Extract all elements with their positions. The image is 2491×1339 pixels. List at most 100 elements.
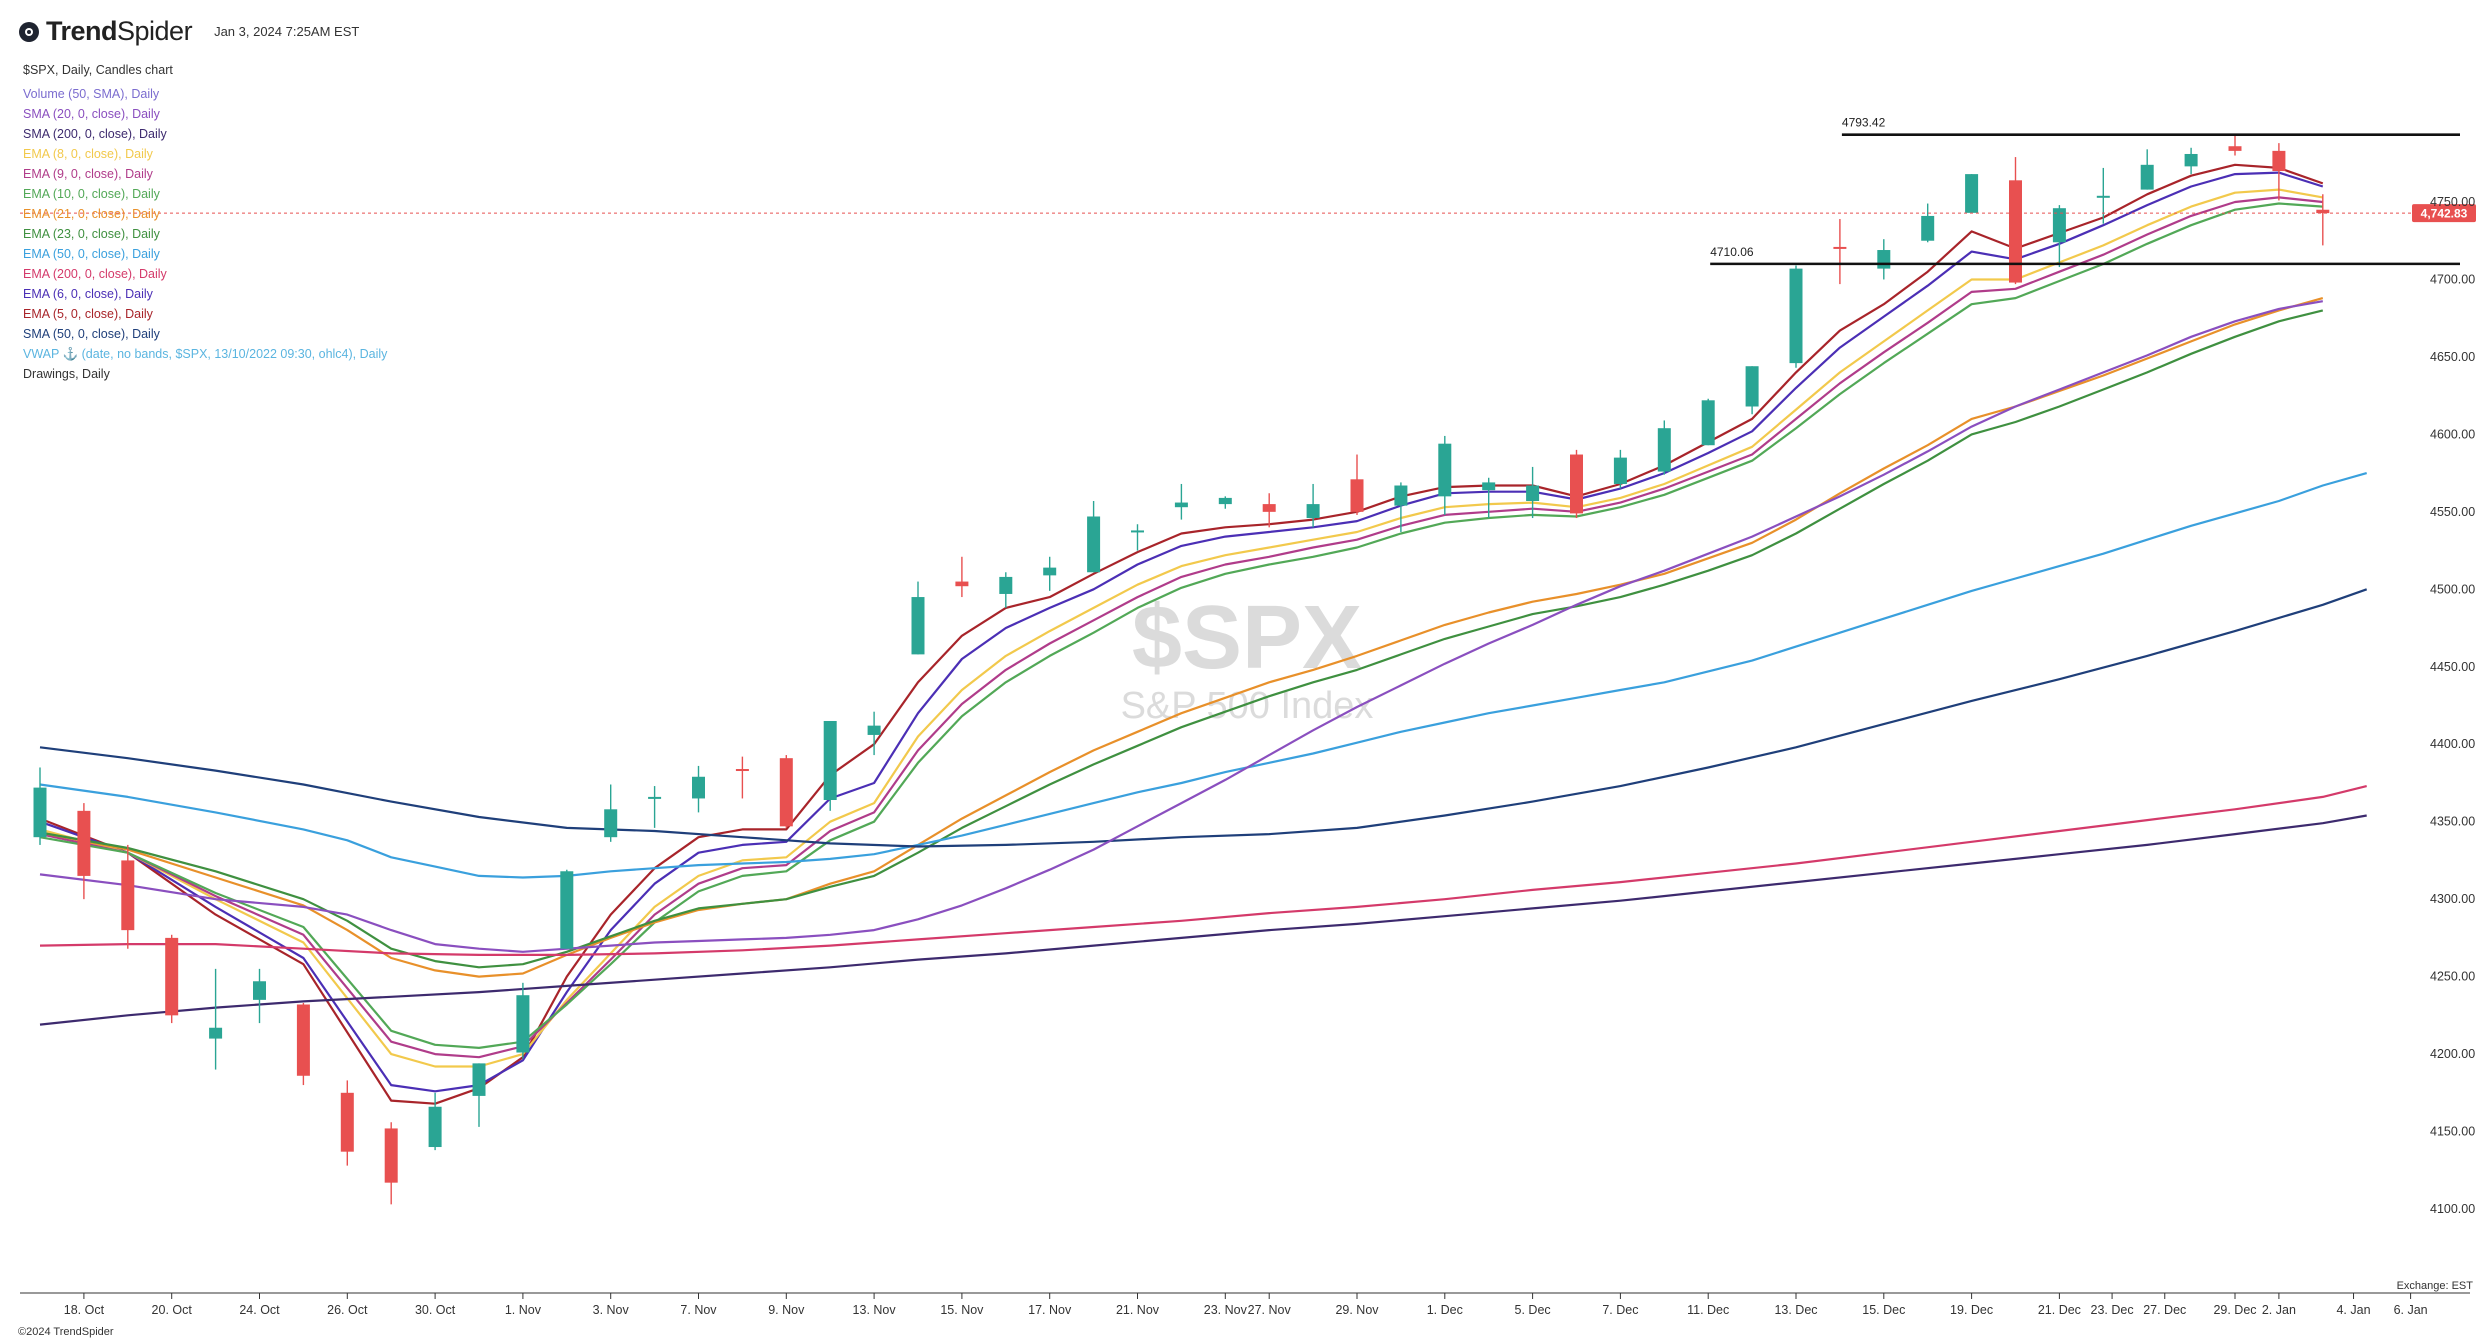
candle-body[interactable] bbox=[2184, 153, 2198, 167]
candle-body[interactable] bbox=[1131, 530, 1144, 533]
candle-body[interactable] bbox=[692, 776, 705, 799]
candle-body[interactable] bbox=[1745, 366, 1759, 407]
y-tick-label: 4600.00 bbox=[2430, 427, 2475, 441]
x-tick-label: 9. Nov bbox=[768, 1303, 805, 1317]
candle-body[interactable] bbox=[2272, 150, 2286, 172]
x-tick-label: 21. Dec bbox=[2038, 1303, 2081, 1317]
candle-body[interactable] bbox=[823, 720, 837, 801]
legend-item[interactable]: EMA (10, 0, close), Daily bbox=[23, 187, 160, 201]
candle-body[interactable] bbox=[955, 581, 969, 587]
x-tick-label: 18. Oct bbox=[64, 1303, 105, 1317]
candle-body[interactable] bbox=[428, 1106, 442, 1148]
candle-body[interactable] bbox=[1570, 454, 1583, 514]
x-tick-label: 5. Dec bbox=[1515, 1303, 1551, 1317]
series-line bbox=[39, 814, 2367, 1026]
y-tick-label: 4150.00 bbox=[2430, 1125, 2475, 1139]
candle-body[interactable] bbox=[165, 937, 179, 1016]
candle-body[interactable] bbox=[604, 809, 618, 838]
legend-item[interactable]: EMA (50, 0, close), Daily bbox=[23, 247, 160, 261]
candle-body[interactable] bbox=[2052, 208, 2066, 243]
candle-body[interactable] bbox=[560, 871, 574, 949]
candle-body[interactable] bbox=[1921, 215, 1935, 241]
candle-body[interactable] bbox=[516, 995, 530, 1053]
candle-body[interactable] bbox=[340, 1092, 354, 1152]
x-tick-label: 1. Dec bbox=[1427, 1303, 1463, 1317]
candle-body[interactable] bbox=[1350, 479, 1364, 512]
legend-item[interactable]: EMA (23, 0, close), Daily bbox=[23, 227, 160, 241]
legend-item[interactable]: EMA (5, 0, close), Daily bbox=[23, 307, 153, 321]
candle-body[interactable] bbox=[253, 981, 266, 1000]
series-line bbox=[39, 309, 2324, 969]
candle-body[interactable] bbox=[1701, 400, 1715, 446]
candle-body[interactable] bbox=[2316, 209, 2330, 214]
candle-body[interactable] bbox=[1438, 443, 1452, 497]
candle-body[interactable] bbox=[1394, 485, 1408, 506]
candle-body[interactable] bbox=[1657, 428, 1671, 472]
legend-item[interactable]: Drawings, Daily bbox=[23, 367, 110, 381]
x-tick-label: 17. Nov bbox=[1028, 1303, 1072, 1317]
candle-body[interactable] bbox=[911, 597, 925, 655]
candle-body[interactable] bbox=[1262, 504, 1276, 512]
candle-body[interactable] bbox=[2009, 180, 2022, 283]
candle-body[interactable] bbox=[1306, 504, 1320, 519]
app-header: TrendSpider Jan 3, 2024 7:25AM EST bbox=[18, 16, 359, 47]
series-line bbox=[39, 202, 2323, 1050]
candle-body[interactable] bbox=[1877, 250, 1891, 269]
x-tick-label: 23. Dec bbox=[2091, 1303, 2134, 1317]
x-tick-label: 23. Nov bbox=[1204, 1303, 1248, 1317]
chart-title[interactable]: $SPX, Daily, Candles chart bbox=[23, 63, 173, 77]
candle-body[interactable] bbox=[867, 725, 881, 735]
x-tick-label: 4. Jan bbox=[2336, 1303, 2370, 1317]
candle-body[interactable] bbox=[121, 860, 135, 931]
horizontal-level-drawings: 4793.42 4710.06 bbox=[1710, 116, 2460, 266]
series-line bbox=[39, 300, 2323, 953]
legend-item[interactable]: EMA (200, 0, close), Daily bbox=[23, 267, 167, 281]
candle-body[interactable] bbox=[2140, 164, 2154, 190]
x-tick-label: 15. Nov bbox=[940, 1303, 984, 1317]
y-tick-label: 4100.00 bbox=[2430, 1202, 2475, 1216]
candle-body[interactable] bbox=[1613, 457, 1627, 484]
legend-item[interactable]: SMA (200, 0, close), Daily bbox=[23, 127, 167, 141]
candle-body[interactable] bbox=[472, 1063, 486, 1096]
candle-body[interactable] bbox=[1965, 174, 1979, 213]
x-tick-label: 27. Nov bbox=[1248, 1303, 1292, 1317]
x-tick-label: 13. Dec bbox=[1774, 1303, 1817, 1317]
legend-item[interactable]: EMA (21, 0, close), Daily bbox=[23, 207, 160, 221]
candle-body[interactable] bbox=[77, 810, 91, 876]
x-tick-label: 30. Oct bbox=[415, 1303, 456, 1317]
x-tick-label: 3. Nov bbox=[593, 1303, 630, 1317]
candle-body[interactable] bbox=[648, 796, 662, 799]
candle-body[interactable] bbox=[1789, 268, 1803, 364]
candle-body[interactable] bbox=[384, 1128, 398, 1183]
legend-item[interactable]: SMA (50, 0, close), Daily bbox=[23, 327, 160, 341]
legend-item[interactable]: EMA (8, 0, close), Daily bbox=[23, 147, 153, 161]
legend-item[interactable]: VWAP ⚓ (date, no bands, $SPX, 13/10/2022… bbox=[23, 347, 388, 361]
level-label: 4710.06 bbox=[1710, 245, 1754, 259]
x-tick-label: 7. Nov bbox=[680, 1303, 717, 1317]
x-tick-label: 11. Dec bbox=[1687, 1303, 1729, 1317]
indicator-lines bbox=[39, 163, 2368, 1105]
candle-body[interactable] bbox=[1087, 516, 1101, 573]
legend-item[interactable]: SMA (20, 0, close), Daily bbox=[23, 107, 160, 121]
candle-body[interactable] bbox=[735, 769, 749, 772]
candle-body[interactable] bbox=[1526, 485, 1540, 502]
x-tick-label: 15. Dec bbox=[1862, 1303, 1905, 1317]
legend-item[interactable]: EMA (6, 0, close), Daily bbox=[23, 287, 153, 301]
last-price-tag bbox=[2412, 204, 2476, 223]
candle-body[interactable] bbox=[1043, 567, 1057, 576]
candle-body[interactable] bbox=[2228, 146, 2242, 151]
candle-body[interactable] bbox=[2096, 195, 2110, 198]
candle-body[interactable] bbox=[1482, 482, 1496, 491]
candle-body[interactable] bbox=[1833, 246, 1847, 249]
candle-body[interactable] bbox=[33, 787, 47, 838]
candle-body[interactable] bbox=[296, 1004, 310, 1076]
y-tick-label: 4300.00 bbox=[2430, 892, 2475, 906]
candle-body[interactable] bbox=[1174, 502, 1188, 508]
legend-item[interactable]: EMA (9, 0, close), Daily bbox=[23, 167, 153, 181]
candle-body[interactable] bbox=[779, 758, 793, 827]
candle-body[interactable] bbox=[209, 1027, 223, 1039]
legend-item[interactable]: Volume (50, SMA), Daily bbox=[23, 87, 160, 101]
candle-body[interactable] bbox=[999, 576, 1013, 594]
candle-body[interactable] bbox=[1218, 497, 1232, 505]
